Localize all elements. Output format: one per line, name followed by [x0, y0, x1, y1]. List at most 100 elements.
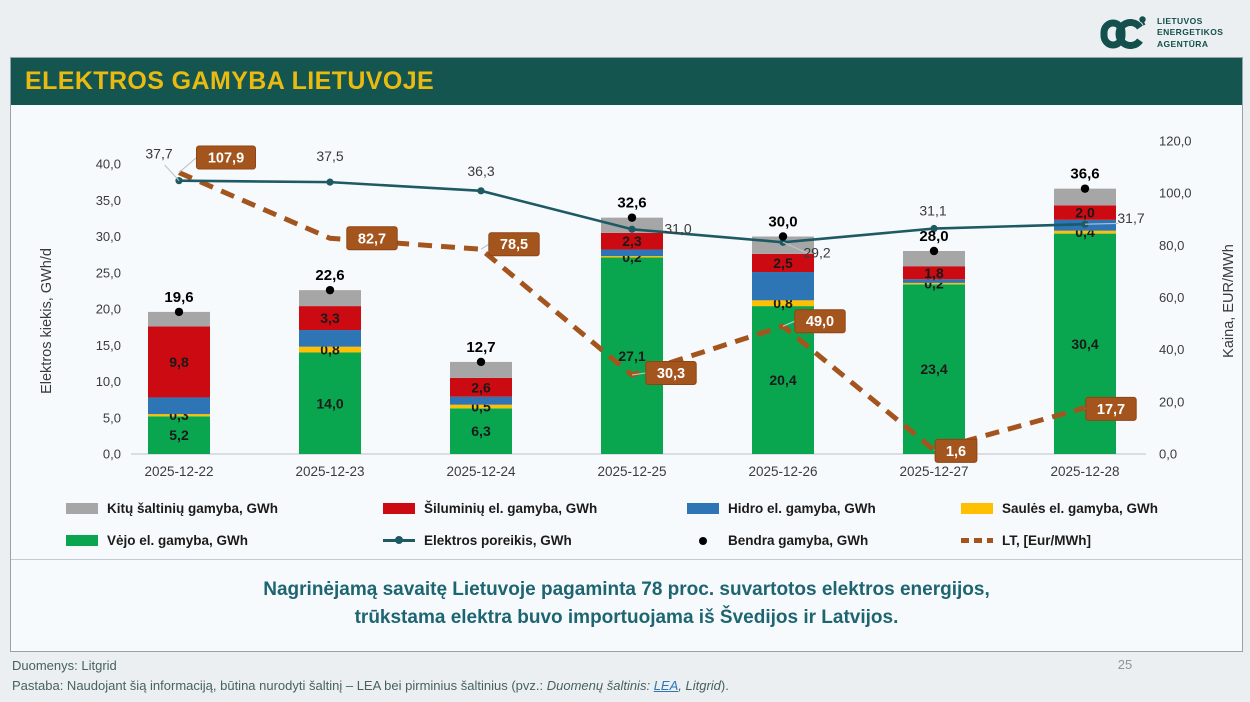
label-leader	[782, 241, 808, 254]
page-number: 25	[1117, 657, 1133, 672]
production-dot	[1080, 184, 1090, 193]
demand-value-label: 36,3	[467, 163, 494, 179]
price-label-box	[934, 438, 978, 463]
page-title: ELEKTROS GAMYBA LIETUVOJE	[25, 67, 435, 95]
bar-segment-label: 20,4	[769, 372, 796, 388]
bar-segment	[903, 284, 965, 454]
y-left-tick: 0,0	[103, 447, 121, 462]
bar-segment	[299, 346, 361, 353]
demand-labels: 37,7 37,5 36,3 31,0 29,2 31,1 31,7	[145, 146, 1144, 261]
y-left-tick: 5,0	[103, 410, 121, 425]
summary-line-2: trūkstama elektra buvo importuojama iš Š…	[354, 607, 899, 628]
lea-link[interactable]: LEA	[653, 678, 679, 693]
y-right-tick: 100,0	[1159, 186, 1192, 201]
y-right-tick: 60,0	[1159, 290, 1184, 305]
legend-item: Šiluminių el. gamyba, GWh	[383, 498, 687, 519]
bar-segment	[903, 282, 965, 285]
price-label-box	[794, 309, 846, 334]
bar-segment	[148, 416, 210, 454]
agency-logo-text: LIETUVOS ENERGETIKOS AGENTŪRA	[1157, 16, 1223, 50]
y-left-tick: 20,0	[96, 302, 121, 317]
bar-segment	[601, 249, 663, 257]
production-dot	[325, 285, 335, 295]
demand-value-label: 37,5	[316, 148, 343, 164]
bar-segment-label: 3,3	[320, 310, 340, 326]
production-dot	[627, 213, 637, 222]
y-left-tick: 30,0	[96, 229, 121, 244]
y-right-tick: 20,0	[1159, 394, 1184, 409]
bar-segment	[903, 266, 965, 280]
x-tick-label: 2025-12-22	[144, 464, 213, 479]
legend-label: Šiluminių el. gamyba, GWh	[424, 501, 598, 516]
x-tick-label: 2025-12-27	[899, 464, 968, 479]
x-tick-label: 2025-12-23	[295, 464, 364, 479]
bar-segment	[450, 408, 512, 454]
bar-segment	[1054, 230, 1116, 234]
legend-swatch-icon	[66, 503, 98, 515]
note-prefix: Pastaba: Naudojant šią informaciją, būti…	[12, 678, 547, 693]
y-right-tick: 80,0	[1159, 238, 1184, 253]
legend-swatch-icon	[66, 535, 98, 547]
bar-segment	[299, 330, 361, 347]
bar-segment	[148, 326, 210, 398]
note-line: Pastaba: Naudojant šią informaciją, būti…	[12, 676, 729, 696]
bar-segment	[752, 253, 814, 273]
bar-segment	[299, 290, 361, 307]
total-label: 22,6	[315, 267, 344, 284]
price-value-label: 107,9	[208, 151, 244, 167]
legend-label: Hidro el. gamyba, GWh	[728, 501, 876, 516]
label-leader	[631, 372, 646, 376]
agency-logo: LIETUVOS ENERGETIKOS AGENTŪRA	[1098, 9, 1223, 57]
bar-segment-label: 14,0	[316, 395, 343, 411]
price-value-label: 1,6	[946, 444, 966, 460]
bar-segment-label: 9,8	[169, 354, 189, 370]
note-italic-2: , Litgrid	[678, 678, 721, 693]
y-left-tick: 15,0	[96, 338, 121, 353]
production-dot	[174, 307, 184, 317]
y-right-title: Kaina, EUR/MWh	[1221, 244, 1237, 358]
legend-item: LT, [Eur/MWh]	[961, 530, 1222, 551]
bar-segment-label: 1,8	[924, 265, 944, 281]
bar-segment	[752, 272, 814, 301]
price-label-box	[196, 145, 256, 170]
slide-footer: Duomenys: Litgrid Pastaba: Naudojant šią…	[12, 656, 729, 696]
y-left-tick: 25,0	[96, 265, 121, 280]
logo-line-2: ENERGETIKOS	[1157, 27, 1224, 38]
bar-segment-label: 2,5	[773, 255, 793, 271]
total-label: 36,6	[1070, 166, 1099, 183]
bar-segment	[148, 414, 210, 417]
legend-item: Saulės el. gamyba, GWh	[961, 498, 1222, 519]
bar-segment-label: 6,3	[471, 423, 491, 439]
label-leader	[178, 157, 197, 173]
total-label: 19,6	[164, 289, 193, 306]
production-dot	[929, 246, 939, 256]
demand-value-label: 31,1	[919, 203, 946, 219]
x-tick-label: 2025-12-25	[597, 464, 666, 479]
y-left-tick: 40,0	[96, 157, 121, 172]
x-tick-label: 2025-12-28	[1050, 464, 1119, 479]
y-right-tick: 120,0	[1159, 134, 1192, 149]
chart-legend: Kitų šaltinių gamyba, GWh Šiluminių el. g…	[66, 498, 1222, 551]
legend-swatch-icon	[383, 503, 415, 515]
data-source: Duomenys: Litgrid	[12, 658, 117, 673]
logo-line-1: LIETUVOS	[1157, 15, 1203, 26]
price-labels: 107,9 82,7 78,5 30,3 49,0 1,6 17,7	[178, 145, 1137, 463]
legend-item: Bendra gamyba, GWh	[687, 530, 961, 551]
demand-value-label: 31,0	[664, 220, 691, 236]
price-label-box	[1085, 396, 1137, 421]
bar-segment	[752, 300, 814, 307]
summary-text: Nagrinėjamą savaitę Lietuvoje pagaminta …	[11, 576, 1242, 632]
bar-segment-label: 30,4	[1071, 336, 1098, 352]
bar-segment-label: 5,2	[169, 427, 189, 443]
demand-value-label: 37,7	[145, 146, 172, 162]
agency-logo-mark	[1100, 16, 1146, 49]
legend-swatch-icon	[687, 503, 719, 515]
legend-item: Kitų šaltinių gamyba, GWh	[66, 498, 383, 519]
legend-swatch-icon	[961, 503, 993, 515]
bar-segment	[1054, 205, 1116, 220]
legend-line-marker-icon	[383, 535, 415, 547]
label-leader	[480, 243, 490, 250]
bar-segment	[450, 396, 512, 405]
bar-segment	[601, 256, 663, 258]
total-label: 32,6	[617, 195, 646, 212]
